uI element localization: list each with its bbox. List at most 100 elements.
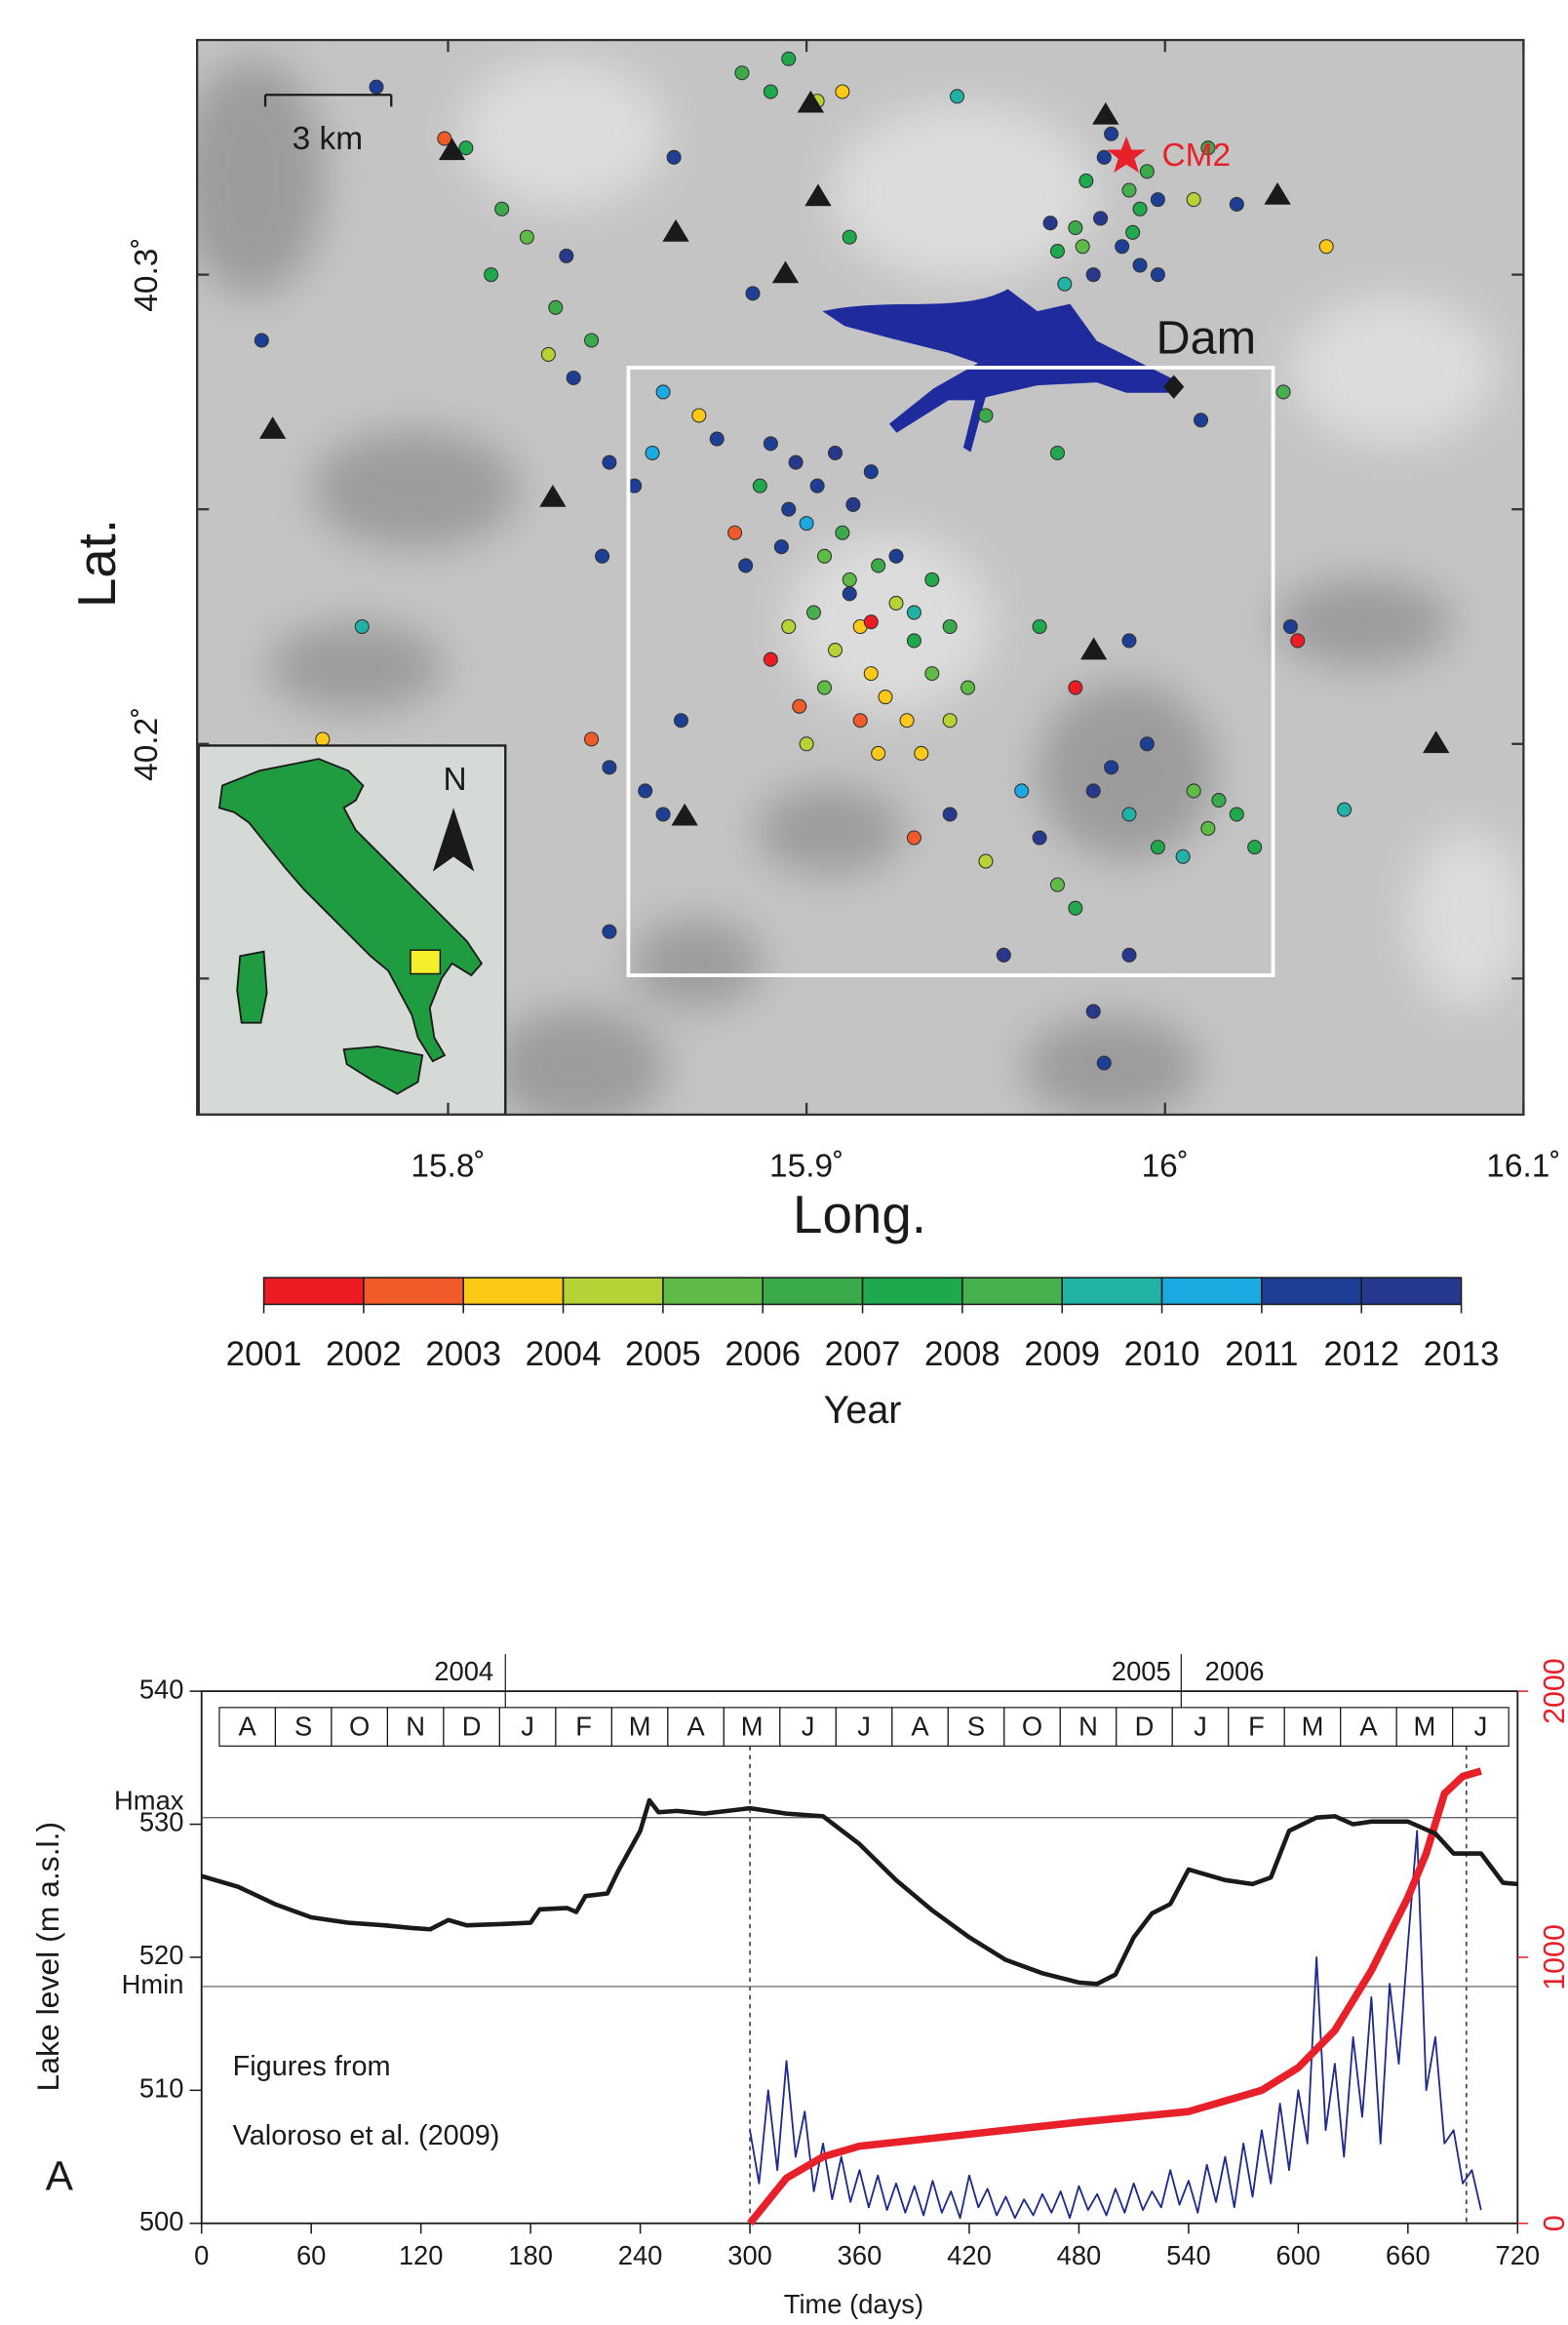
colorbar-segment [662,1277,764,1306]
month-box [1452,1707,1509,1747]
colorbar-segment [1360,1277,1463,1306]
event [906,605,921,620]
x-tick-label: 16˚ [1142,1148,1189,1184]
event [1104,760,1119,775]
month-label: M [1302,1711,1324,1741]
month-label: A [1359,1711,1378,1741]
event [799,516,814,532]
event [781,501,797,517]
colorbar-label: 2011 [1225,1335,1298,1373]
event [914,745,929,761]
event [996,947,1011,963]
colorbar-label: 2003 [425,1335,501,1373]
event [458,140,474,156]
month-label: M [629,1711,651,1741]
event [1200,820,1216,836]
scale-label: 3 km [293,121,363,157]
event [666,149,682,165]
event [773,539,789,555]
colorbar-segment [961,1277,1063,1306]
event [1096,149,1112,165]
study-area [626,366,1275,977]
month-box [1003,1707,1061,1747]
event [254,333,269,348]
month-label: O [1022,1711,1042,1741]
event [863,666,879,682]
event [1121,807,1137,822]
colorbar-segment [1061,1277,1163,1306]
colorbar-label: 2008 [924,1335,1000,1373]
y-tick-label: 40.3˚ [129,238,165,312]
event [559,248,574,263]
month-box [891,1707,949,1747]
month-label: D [1135,1711,1155,1741]
event [584,731,600,747]
month-label: A [239,1711,257,1741]
x-tick-label: 720 [1496,2240,1541,2270]
month-label: F [575,1711,592,1741]
event [788,454,804,470]
event [1085,1004,1101,1019]
event [942,807,958,822]
event [1032,618,1047,635]
x-axis-title: Time (days) [784,2289,923,2319]
event [540,346,556,362]
event [752,478,767,493]
event [354,618,370,635]
event [1247,840,1263,855]
x-tick-label: 120 [399,2240,444,2270]
event [828,643,843,658]
month-label: N [1078,1711,1098,1741]
event [548,299,564,315]
x-tick-label: 15.9˚ [769,1148,843,1184]
event [484,267,499,283]
event [1085,267,1101,283]
month-box [1228,1707,1285,1747]
note: Figures from [233,2051,391,2082]
colorbar-segment [262,1277,365,1306]
month-label: S [294,1711,312,1741]
event [1068,680,1083,695]
event [315,731,331,747]
y-tick-label: 510 [139,2073,184,2104]
event [942,713,958,729]
event [1078,173,1094,188]
month-label: D [462,1711,482,1741]
event [924,666,940,682]
event [494,201,510,217]
event [1200,140,1216,156]
month-box [218,1707,277,1747]
colorbar-segment [1261,1277,1362,1306]
event [602,454,617,470]
event [709,431,725,447]
event [745,286,761,301]
stations [258,90,1450,826]
event [1150,267,1165,283]
year-label: 2004 [434,1656,493,1686]
event [809,478,825,493]
event [1068,219,1083,236]
event [1229,196,1244,212]
event [655,807,671,822]
event [1125,224,1141,240]
x-tick-label: 600 [1276,2240,1321,2270]
month-box [1171,1707,1230,1747]
series-line [749,1830,1482,2220]
colorbar-segment [462,1277,565,1306]
month-label: M [1414,1711,1436,1741]
month-label: J [1474,1711,1488,1741]
event [1032,830,1047,846]
y-tick-label: 520 [139,1940,184,1970]
event [1014,783,1030,799]
series-line [201,1797,1518,1987]
event [942,618,958,635]
colorbar-label: 2012 [1323,1335,1399,1373]
event [792,698,807,714]
event [734,65,750,81]
year-label: 2006 [1205,1656,1265,1686]
event [1318,239,1334,255]
colorbar-label: 2005 [625,1335,701,1373]
month-label: F [1248,1711,1265,1741]
event [1115,239,1130,255]
